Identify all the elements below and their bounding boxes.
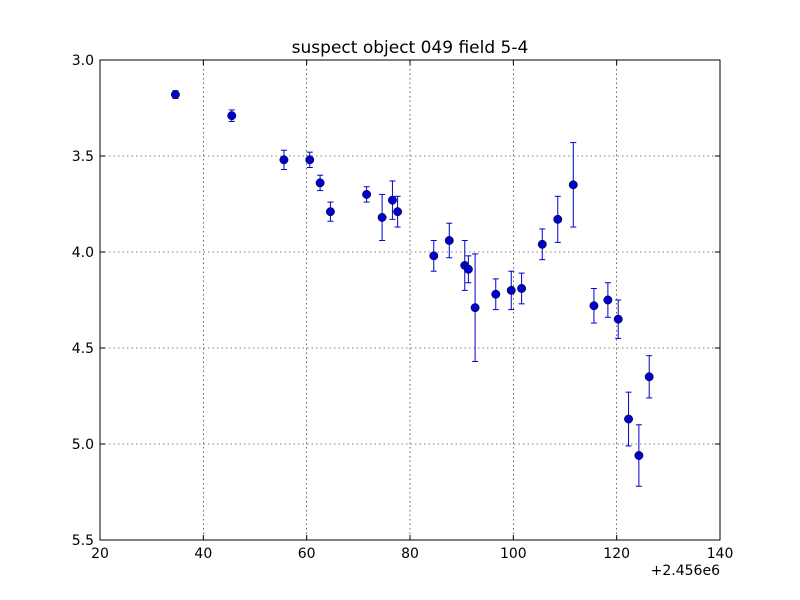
- data-point: [506, 285, 516, 295]
- data-point: [644, 372, 654, 382]
- y-tick-label: 4.5: [72, 341, 94, 357]
- data-point: [463, 264, 473, 274]
- data-point: [387, 195, 397, 205]
- y-tick-label: 4.0: [72, 245, 94, 261]
- data-point: [634, 451, 644, 460]
- x-tick-label: 20: [91, 546, 109, 562]
- data-point: [470, 303, 480, 313]
- data-point: [279, 155, 289, 165]
- data-point: [429, 251, 439, 261]
- data-point: [227, 111, 237, 121]
- x-axis-ticks: 20 40 60 80 100 120 140: [91, 60, 733, 562]
- data-point: [589, 301, 599, 311]
- data-point: [325, 207, 335, 217]
- x-tick-label: 140: [707, 546, 734, 562]
- x-tick-label: 80: [401, 546, 419, 562]
- data-point: [491, 289, 501, 299]
- data-point: [377, 212, 387, 222]
- data-points: [170, 90, 654, 460]
- chart-title: suspect object 049 field 5-4: [292, 38, 529, 58]
- data-point: [537, 239, 547, 249]
- plot-area-frame: [99, 59, 721, 541]
- y-axis-ticks: 3.0 3.5 4.0 4.5 5.0 5.5: [72, 53, 720, 549]
- x-axis-offset-label: +2.456e6: [651, 563, 720, 579]
- y-tick-label: 5.5: [72, 533, 94, 549]
- data-point: [362, 189, 372, 199]
- x-tick-label: 100: [500, 546, 527, 562]
- x-tick-label: 120: [603, 546, 630, 562]
- x-tick-label: 40: [194, 546, 212, 562]
- data-point: [305, 155, 315, 165]
- y-tick-label: 5.0: [72, 437, 94, 453]
- data-point: [444, 236, 454, 245]
- data-point: [624, 414, 633, 424]
- data-point: [517, 284, 527, 293]
- x-tick-label: 60: [298, 546, 316, 562]
- y-tick-label: 3.0: [72, 53, 94, 69]
- data-point: [170, 90, 180, 100]
- data-point: [553, 214, 563, 224]
- data-point: [568, 180, 578, 190]
- data-point: [315, 178, 325, 188]
- data-point: [393, 207, 403, 217]
- data-point: [603, 295, 613, 305]
- y-tick-label: 3.5: [72, 149, 94, 165]
- data-point: [613, 314, 623, 324]
